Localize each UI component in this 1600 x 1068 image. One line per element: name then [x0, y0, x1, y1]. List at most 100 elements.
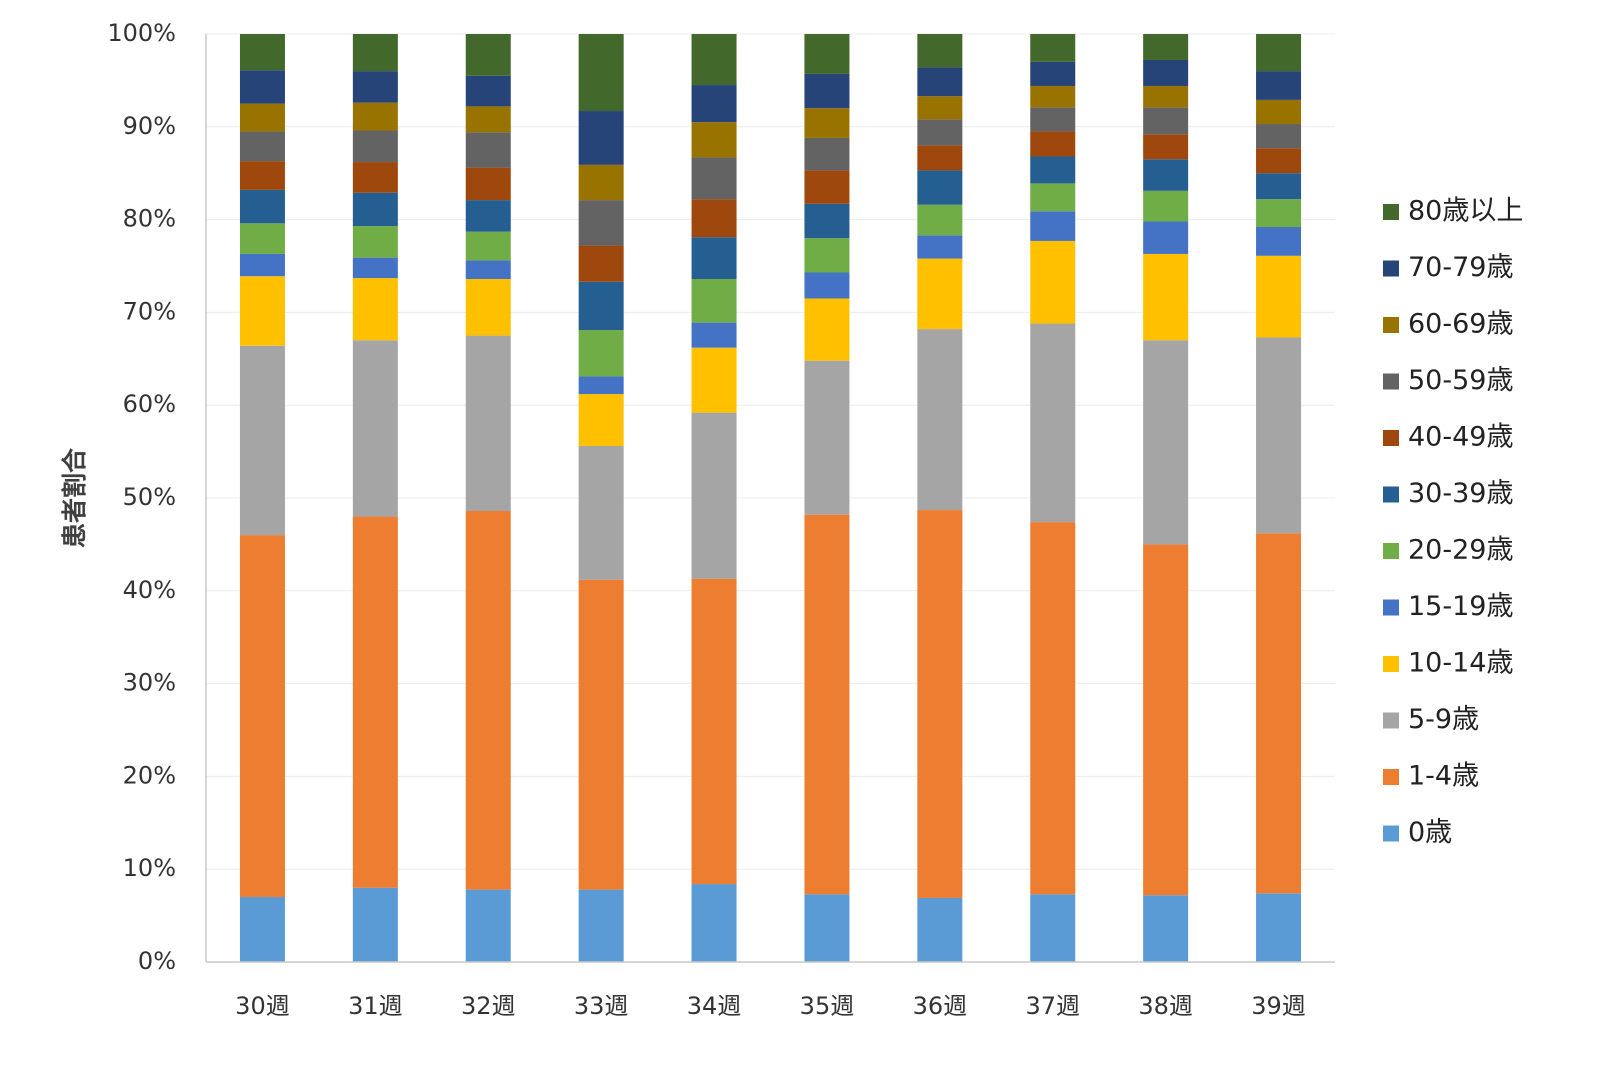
bar-segment — [465, 132, 511, 168]
bar-segment — [352, 102, 398, 131]
bar-segment — [465, 278, 511, 336]
bar-segment — [691, 157, 737, 200]
bar-segment — [1143, 34, 1189, 60]
bar-segment — [465, 167, 511, 201]
bar-segment — [1030, 522, 1076, 895]
bar-segment — [917, 119, 963, 146]
y-tick-label: 60% — [123, 390, 176, 418]
y-tick-label: 50% — [123, 483, 176, 511]
bar-segment — [239, 189, 285, 224]
bar-segment — [804, 272, 850, 299]
bar-segment — [239, 535, 285, 898]
bar-segment — [352, 887, 398, 962]
bar-segment — [465, 34, 511, 76]
bar-segment — [465, 200, 511, 232]
legend-label: 50-59歳 — [1408, 365, 1513, 396]
bar-segment — [1030, 107, 1076, 132]
bar-segment — [691, 122, 737, 158]
bar-segment — [352, 162, 398, 193]
bar-segment — [691, 322, 737, 348]
legend-swatch — [1383, 486, 1399, 503]
y-tick-labels: 0% 10% 20% 30% 40% 50% 60% 70% 80% 90% 100% — [107, 19, 176, 975]
bar-segment — [917, 897, 963, 962]
legend-swatch — [1383, 656, 1399, 672]
legend-label: 0歳 — [1408, 817, 1452, 848]
x-tick-label: 30週 — [235, 992, 290, 1020]
legend-label: 80歳以上 — [1408, 196, 1523, 227]
legend-swatch — [1383, 712, 1399, 729]
bar-segment — [1143, 134, 1189, 160]
bar-segment — [352, 34, 398, 72]
bar-segment — [1256, 255, 1302, 338]
bar-segment — [239, 345, 285, 536]
bar-segment — [1256, 893, 1302, 962]
bar-segment — [239, 897, 285, 962]
x-tick-label: 33週 — [574, 992, 629, 1020]
y-tick-label: 30% — [123, 669, 176, 697]
bar-segment — [578, 889, 624, 962]
bar-segment — [691, 412, 737, 579]
y-tick-label: 70% — [123, 297, 176, 325]
bar-segment — [465, 260, 511, 279]
bar-segment — [352, 71, 398, 103]
bar-segment — [1256, 71, 1302, 100]
legend-label: 40-49歳 — [1408, 422, 1513, 453]
bar-segment — [1030, 323, 1076, 523]
legend-swatch — [1383, 543, 1399, 559]
legend-swatch — [1383, 260, 1399, 277]
bar-segment — [804, 34, 850, 74]
legend: 80歳以上 70-79歳 60-69歳 50-59歳 40-49歳 30-39歳 20-29… — [1383, 196, 1523, 848]
legend-label: 30-39歳 — [1408, 478, 1513, 509]
x-tick-label: 36週 — [913, 992, 968, 1020]
bar-segment — [1256, 148, 1302, 174]
bar-segment — [1030, 85, 1076, 108]
bar-segment — [578, 446, 624, 580]
bar-segment — [1256, 199, 1302, 228]
bar-segment — [1143, 544, 1189, 896]
legend-label: 20-29歳 — [1408, 535, 1513, 566]
bar-segment — [578, 34, 624, 112]
bar-segment — [804, 298, 850, 361]
x-tick-label: 38週 — [1138, 992, 1193, 1020]
bar-segment — [1143, 221, 1189, 254]
bar-segment — [691, 278, 737, 323]
bar-segment — [352, 257, 398, 279]
legend-swatch — [1383, 317, 1399, 333]
bar-segment — [1030, 156, 1076, 184]
bar-segment — [1030, 131, 1076, 157]
bar-segment — [239, 70, 285, 104]
legend-label: 1-4歳 — [1408, 761, 1479, 792]
y-tick-label: 0% — [138, 947, 176, 975]
legend-swatch — [1383, 825, 1399, 842]
bar-segment — [239, 34, 285, 71]
bar-segment — [1143, 253, 1189, 341]
y-tick-label: 40% — [123, 576, 176, 604]
bar-segment — [578, 376, 624, 395]
bar-segment — [239, 276, 285, 346]
bar-segment — [239, 131, 285, 162]
legend-swatch — [1383, 204, 1399, 220]
bar-segment — [917, 329, 963, 511]
bar-segment — [804, 360, 850, 515]
bar-segment — [578, 245, 624, 282]
bar-segment — [917, 170, 963, 205]
x-tick-labels: 30週 31週 32週 33週 34週 35週 36週 37週 38週 39週 — [235, 992, 1306, 1020]
x-tick-label: 32週 — [461, 992, 516, 1020]
x-tick-label: 39週 — [1251, 992, 1306, 1020]
bar-segment — [1256, 533, 1302, 894]
bar-segment — [1256, 173, 1302, 200]
bar-segment — [352, 340, 398, 517]
bar-segment — [917, 96, 963, 120]
bar-segment — [1256, 34, 1302, 72]
bar-segment — [691, 578, 737, 885]
bar-segment — [1030, 211, 1076, 241]
bar-segment — [352, 516, 398, 888]
bar-segment — [352, 130, 398, 163]
bar-segment — [804, 514, 850, 895]
bar-segment — [1143, 107, 1189, 135]
bar-segment — [578, 111, 624, 165]
bar-segment — [578, 200, 624, 246]
bar-segment — [804, 108, 850, 138]
bar-segment — [691, 884, 737, 962]
bar-segment — [465, 889, 511, 962]
